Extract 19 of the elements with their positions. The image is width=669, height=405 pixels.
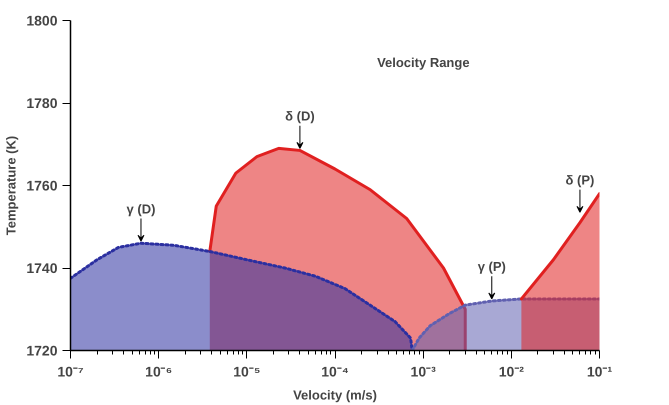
y-tick-label: 1720: [26, 342, 58, 358]
annotation: γ (D): [126, 201, 156, 216]
x-tick-label: 10⁻⁶: [145, 364, 172, 380]
annotation: δ (P): [566, 172, 594, 188]
y-axis-title: Temperature (K): [3, 136, 18, 236]
x-tick-label: 10⁻⁷: [57, 364, 84, 380]
annotation: γ (P): [478, 259, 506, 274]
annotation: Velocity Range: [377, 55, 470, 70]
y-tick-label: 1740: [26, 260, 58, 276]
y-tick-label: 1760: [26, 178, 58, 194]
y-tick-label: 1780: [26, 95, 58, 111]
annotation: δ (D): [285, 108, 315, 124]
x-axis-title: Velocity (m/s): [293, 388, 377, 402]
y-tick-label: 1800: [26, 12, 58, 28]
x-tick-label: 10⁻³: [410, 364, 436, 380]
x-tick-label: 10⁻¹: [586, 364, 612, 380]
x-tick-label: 10⁻⁴: [321, 364, 349, 380]
x-tick-label: 10⁻⁵: [233, 364, 260, 380]
x-tick-label: 10⁻²: [498, 364, 524, 380]
